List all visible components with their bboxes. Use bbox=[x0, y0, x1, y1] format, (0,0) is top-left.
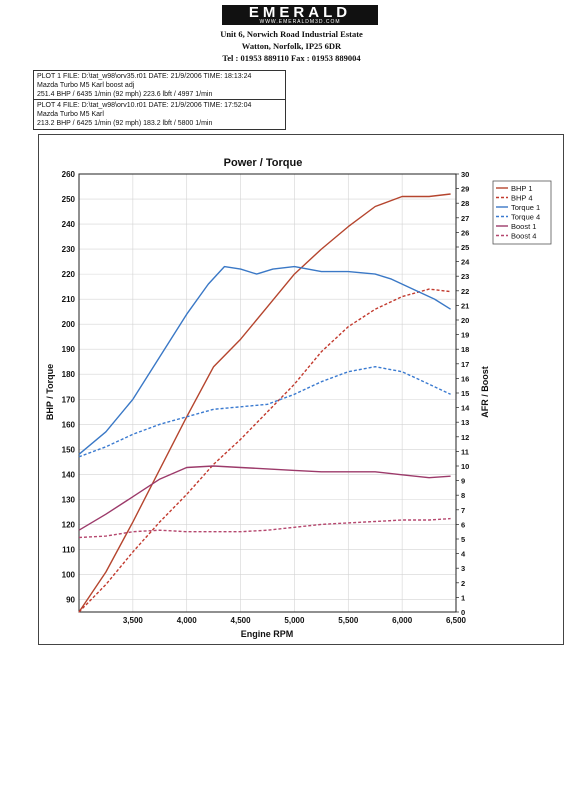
plot-1-line-1: PLOT 1 FILE: D:\tat_w98\orv35.r01 DATE: … bbox=[37, 73, 252, 80]
y2-tick-label: 5 bbox=[461, 535, 465, 544]
legend-label: Torque 4 bbox=[511, 213, 540, 222]
legend-label: Boost 4 bbox=[511, 232, 536, 241]
y2-tick-label: 25 bbox=[461, 243, 469, 252]
letterhead: EMERALD WWW.EMERALDM3D.COM Unit 6, Norwi… bbox=[0, 0, 583, 66]
y-tick-label: 90 bbox=[66, 595, 75, 604]
y2-tick-label: 24 bbox=[461, 258, 470, 267]
y-tick-label: 150 bbox=[62, 445, 76, 454]
emerald-logo: EMERALD bbox=[222, 5, 378, 25]
chart-axes: 9010011012013014015016017018019020021022… bbox=[62, 170, 471, 625]
y-tick-label: 120 bbox=[62, 520, 76, 529]
y2-tick-label: 10 bbox=[461, 462, 469, 471]
address-line-1: Unit 6, Norwich Road Industrial Estate bbox=[220, 29, 363, 39]
y2-tick-label: 4 bbox=[461, 550, 466, 559]
y-tick-label: 170 bbox=[62, 395, 76, 404]
y2-tick-label: 30 bbox=[461, 170, 469, 179]
chart-frame bbox=[38, 134, 564, 645]
y2-tick-label: 11 bbox=[461, 447, 469, 456]
legend-label: Boost 1 bbox=[511, 222, 536, 231]
series-line-torque-4 bbox=[78, 366, 451, 458]
y2-tick-label: 22 bbox=[461, 287, 469, 296]
x-tick-label: 6,500 bbox=[446, 616, 467, 625]
y2-tick-label: 16 bbox=[461, 374, 469, 383]
plot-1-line-2: Mazda Turbo M5 Karl boost adj bbox=[37, 82, 135, 89]
plot-4-line-1: PLOT 4 FILE: D:\tat_w98\orv10.r01 DATE: … bbox=[37, 102, 252, 109]
y-tick-label: 220 bbox=[62, 270, 76, 279]
plot-4-line-3: 213.2 BHP / 6425 1/min (92 mph) 183.2 lb… bbox=[37, 120, 213, 127]
y-tick-label: 250 bbox=[62, 195, 76, 204]
y-tick-label: 260 bbox=[62, 170, 76, 179]
y2-tick-label: 2 bbox=[461, 579, 465, 588]
emerald-logo-url: WWW.EMERALDM3D.COM bbox=[259, 19, 341, 25]
legend-box bbox=[492, 180, 552, 245]
address-line-2: Watton, Norfolk, IP25 6DR bbox=[241, 41, 342, 51]
y-tick-label: 190 bbox=[62, 345, 76, 354]
y2-tick-label: 29 bbox=[461, 185, 469, 194]
series-line-bhp-4 bbox=[78, 288, 451, 613]
x-axis-label: Engine RPM bbox=[241, 629, 294, 639]
y-tick-label: 140 bbox=[62, 470, 76, 479]
x-tick-label: 4,500 bbox=[231, 616, 252, 625]
y2-tick-label: 28 bbox=[461, 199, 469, 208]
y-tick-label: 110 bbox=[62, 545, 75, 554]
plot-4-line-2: Mazda Turbo M5 Karl bbox=[37, 111, 104, 118]
phone-fax-line: Tel : 01953 889110 Fax : 01953 889004 bbox=[222, 53, 361, 63]
y-axis-label: BHP / Torque bbox=[45, 364, 55, 420]
chart-series bbox=[78, 193, 451, 613]
x-tick-label: 5,500 bbox=[338, 616, 359, 625]
y2-tick-label: 1 bbox=[461, 593, 465, 602]
y2-tick-label: 14 bbox=[461, 404, 470, 413]
y2-tick-label: 9 bbox=[461, 477, 465, 486]
plot-4-info: PLOT 4 FILE: D:\tat_w98\orv10.r01 DATE: … bbox=[33, 99, 286, 130]
y2-tick-label: 12 bbox=[461, 433, 469, 442]
chart-title: Power / Torque bbox=[224, 157, 303, 169]
legend-label: BHP 1 bbox=[511, 184, 533, 193]
y2-tick-label: 7 bbox=[461, 506, 465, 515]
chart-grid bbox=[79, 173, 457, 612]
y2-axis-label: AFR / Boost bbox=[480, 366, 490, 418]
y-tick-label: 240 bbox=[62, 220, 76, 229]
y-tick-label: 160 bbox=[62, 420, 76, 429]
y2-tick-label: 17 bbox=[461, 360, 469, 369]
y2-tick-label: 15 bbox=[461, 389, 469, 398]
y2-tick-label: 21 bbox=[461, 301, 469, 310]
y-tick-label: 200 bbox=[62, 320, 76, 329]
y2-tick-label: 6 bbox=[461, 520, 465, 529]
x-tick-label: 6,000 bbox=[392, 616, 413, 625]
y2-tick-label: 0 bbox=[461, 608, 465, 617]
y2-tick-label: 20 bbox=[461, 316, 469, 325]
series-line-boost-1 bbox=[78, 465, 451, 531]
x-tick-label: 3,500 bbox=[123, 616, 144, 625]
series-line-boost-4 bbox=[78, 517, 451, 539]
y2-tick-label: 23 bbox=[461, 272, 469, 281]
legend-label: Torque 1 bbox=[511, 203, 540, 212]
y2-tick-label: 8 bbox=[461, 491, 465, 500]
y2-tick-label: 3 bbox=[461, 564, 465, 573]
y2-tick-label: 18 bbox=[461, 345, 469, 354]
y-tick-label: 230 bbox=[62, 245, 76, 254]
y-tick-label: 180 bbox=[62, 370, 76, 379]
x-tick-label: 4,000 bbox=[177, 616, 198, 625]
y-tick-label: 210 bbox=[62, 295, 76, 304]
plot-area bbox=[78, 173, 457, 613]
x-tick-label: 5,000 bbox=[284, 616, 305, 625]
legend-label: BHP 4 bbox=[511, 194, 533, 203]
y2-tick-label: 26 bbox=[461, 228, 469, 237]
series-line-bhp-1 bbox=[78, 193, 451, 613]
plot-1-line-3: 251.4 BHP / 6435 1/min (92 mph) 223.6 lb… bbox=[37, 91, 213, 98]
series-line-torque-1 bbox=[78, 265, 451, 455]
y2-tick-label: 19 bbox=[461, 331, 469, 340]
y2-tick-label: 13 bbox=[461, 418, 469, 427]
y-tick-label: 130 bbox=[62, 495, 76, 504]
y2-tick-label: 27 bbox=[461, 214, 469, 223]
y-tick-label: 100 bbox=[62, 570, 76, 579]
